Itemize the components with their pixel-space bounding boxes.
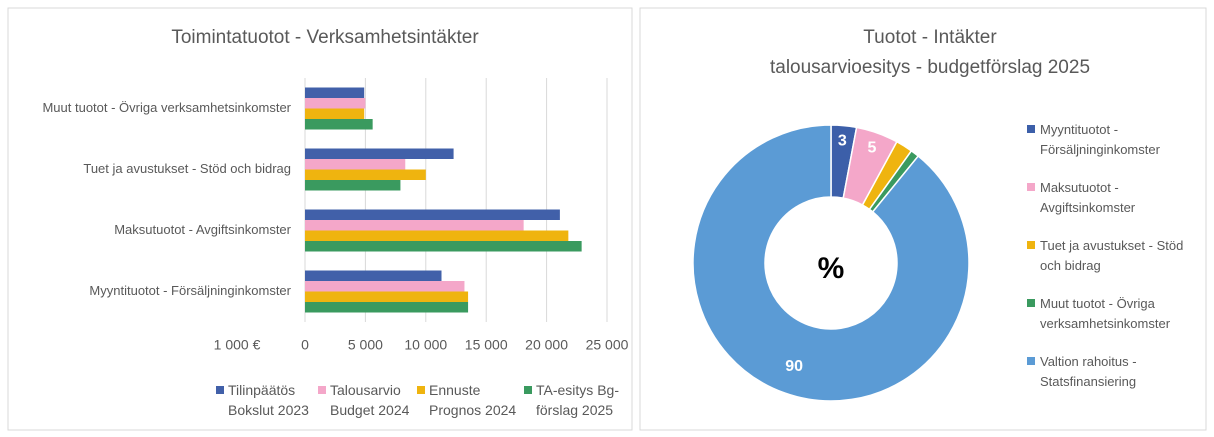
x-tick-label: 15 000 <box>465 337 508 353</box>
data-label: 5 <box>867 139 876 156</box>
legend-swatch <box>524 386 532 394</box>
legend-label: Muut tuotot - Övriga verksamhetsinkomste… <box>1040 296 1171 331</box>
bar <box>305 169 426 180</box>
bar <box>305 291 469 302</box>
panel-border <box>7 7 633 431</box>
legend-swatch <box>318 386 326 394</box>
bar <box>305 302 469 313</box>
axis-label: 1 000 € <box>214 337 261 353</box>
panel-border <box>639 7 1207 431</box>
bar <box>305 270 442 281</box>
category-label: Tuet ja avustukset - Stöd och bidrag <box>83 161 291 176</box>
legend-swatch <box>1027 241 1035 249</box>
legend-label: Myyntituotot - Försäljninginkomster <box>1040 122 1160 157</box>
bar <box>305 281 465 292</box>
bar <box>305 230 569 241</box>
category-label: Muut tuotot - Övriga verksamhetsinkomste… <box>42 100 291 115</box>
x-tick-label: 0 <box>301 337 309 353</box>
legend-swatch <box>216 386 224 394</box>
legend-label: Maksutuotot - Avgiftsinkomster <box>1040 180 1136 215</box>
legend-label: Talousarvio Budget 2024 <box>330 382 410 418</box>
data-label: 3 <box>838 133 847 150</box>
bar <box>305 180 401 191</box>
legend-swatch <box>1027 357 1035 365</box>
bar <box>305 87 365 98</box>
category-label: Myyntituotot - Försäljninginkomster <box>89 283 291 298</box>
legend-swatch <box>1027 183 1035 191</box>
bar <box>305 209 560 220</box>
legend-label: Valtion rahoitus - Statsfinansiering <box>1040 354 1137 389</box>
legend-label: TA-esitys Bg-förslag 2025 <box>536 382 619 418</box>
legend-label: Ennuste Prognos 2024 <box>429 382 517 418</box>
x-tick-label: 20 000 <box>525 337 568 353</box>
bar <box>305 98 366 109</box>
legend-label: Tilinpäätös Bokslut 2023 <box>228 382 309 418</box>
x-tick-label: 5 000 <box>348 337 383 353</box>
legend-swatch <box>1027 299 1035 307</box>
center-label: % <box>818 252 845 285</box>
bar <box>305 220 524 231</box>
donut-segment <box>692 124 970 402</box>
bar <box>305 119 373 130</box>
data-label: 90 <box>785 358 803 375</box>
x-tick-label: 25 000 <box>586 337 629 353</box>
category-label: Maksutuotot - Avgiftsinkomster <box>114 222 291 237</box>
bar <box>305 159 406 170</box>
legend-swatch <box>1027 125 1035 133</box>
bar <box>305 148 454 159</box>
legend-swatch <box>417 386 425 394</box>
bar <box>305 108 365 119</box>
bar <box>305 241 582 252</box>
chart-subtitle: talousarvioesitys - budgetförslag 2025 <box>770 57 1090 78</box>
chart-title: Tuotot - Intäkter <box>863 27 997 48</box>
x-tick-label: 10 000 <box>404 337 447 353</box>
legend-label: Tuet ja avustukset - Stöd och bidrag <box>1040 238 1184 273</box>
chart-title: Toimintatuotot - Verksamhetsintäkter <box>171 27 479 48</box>
